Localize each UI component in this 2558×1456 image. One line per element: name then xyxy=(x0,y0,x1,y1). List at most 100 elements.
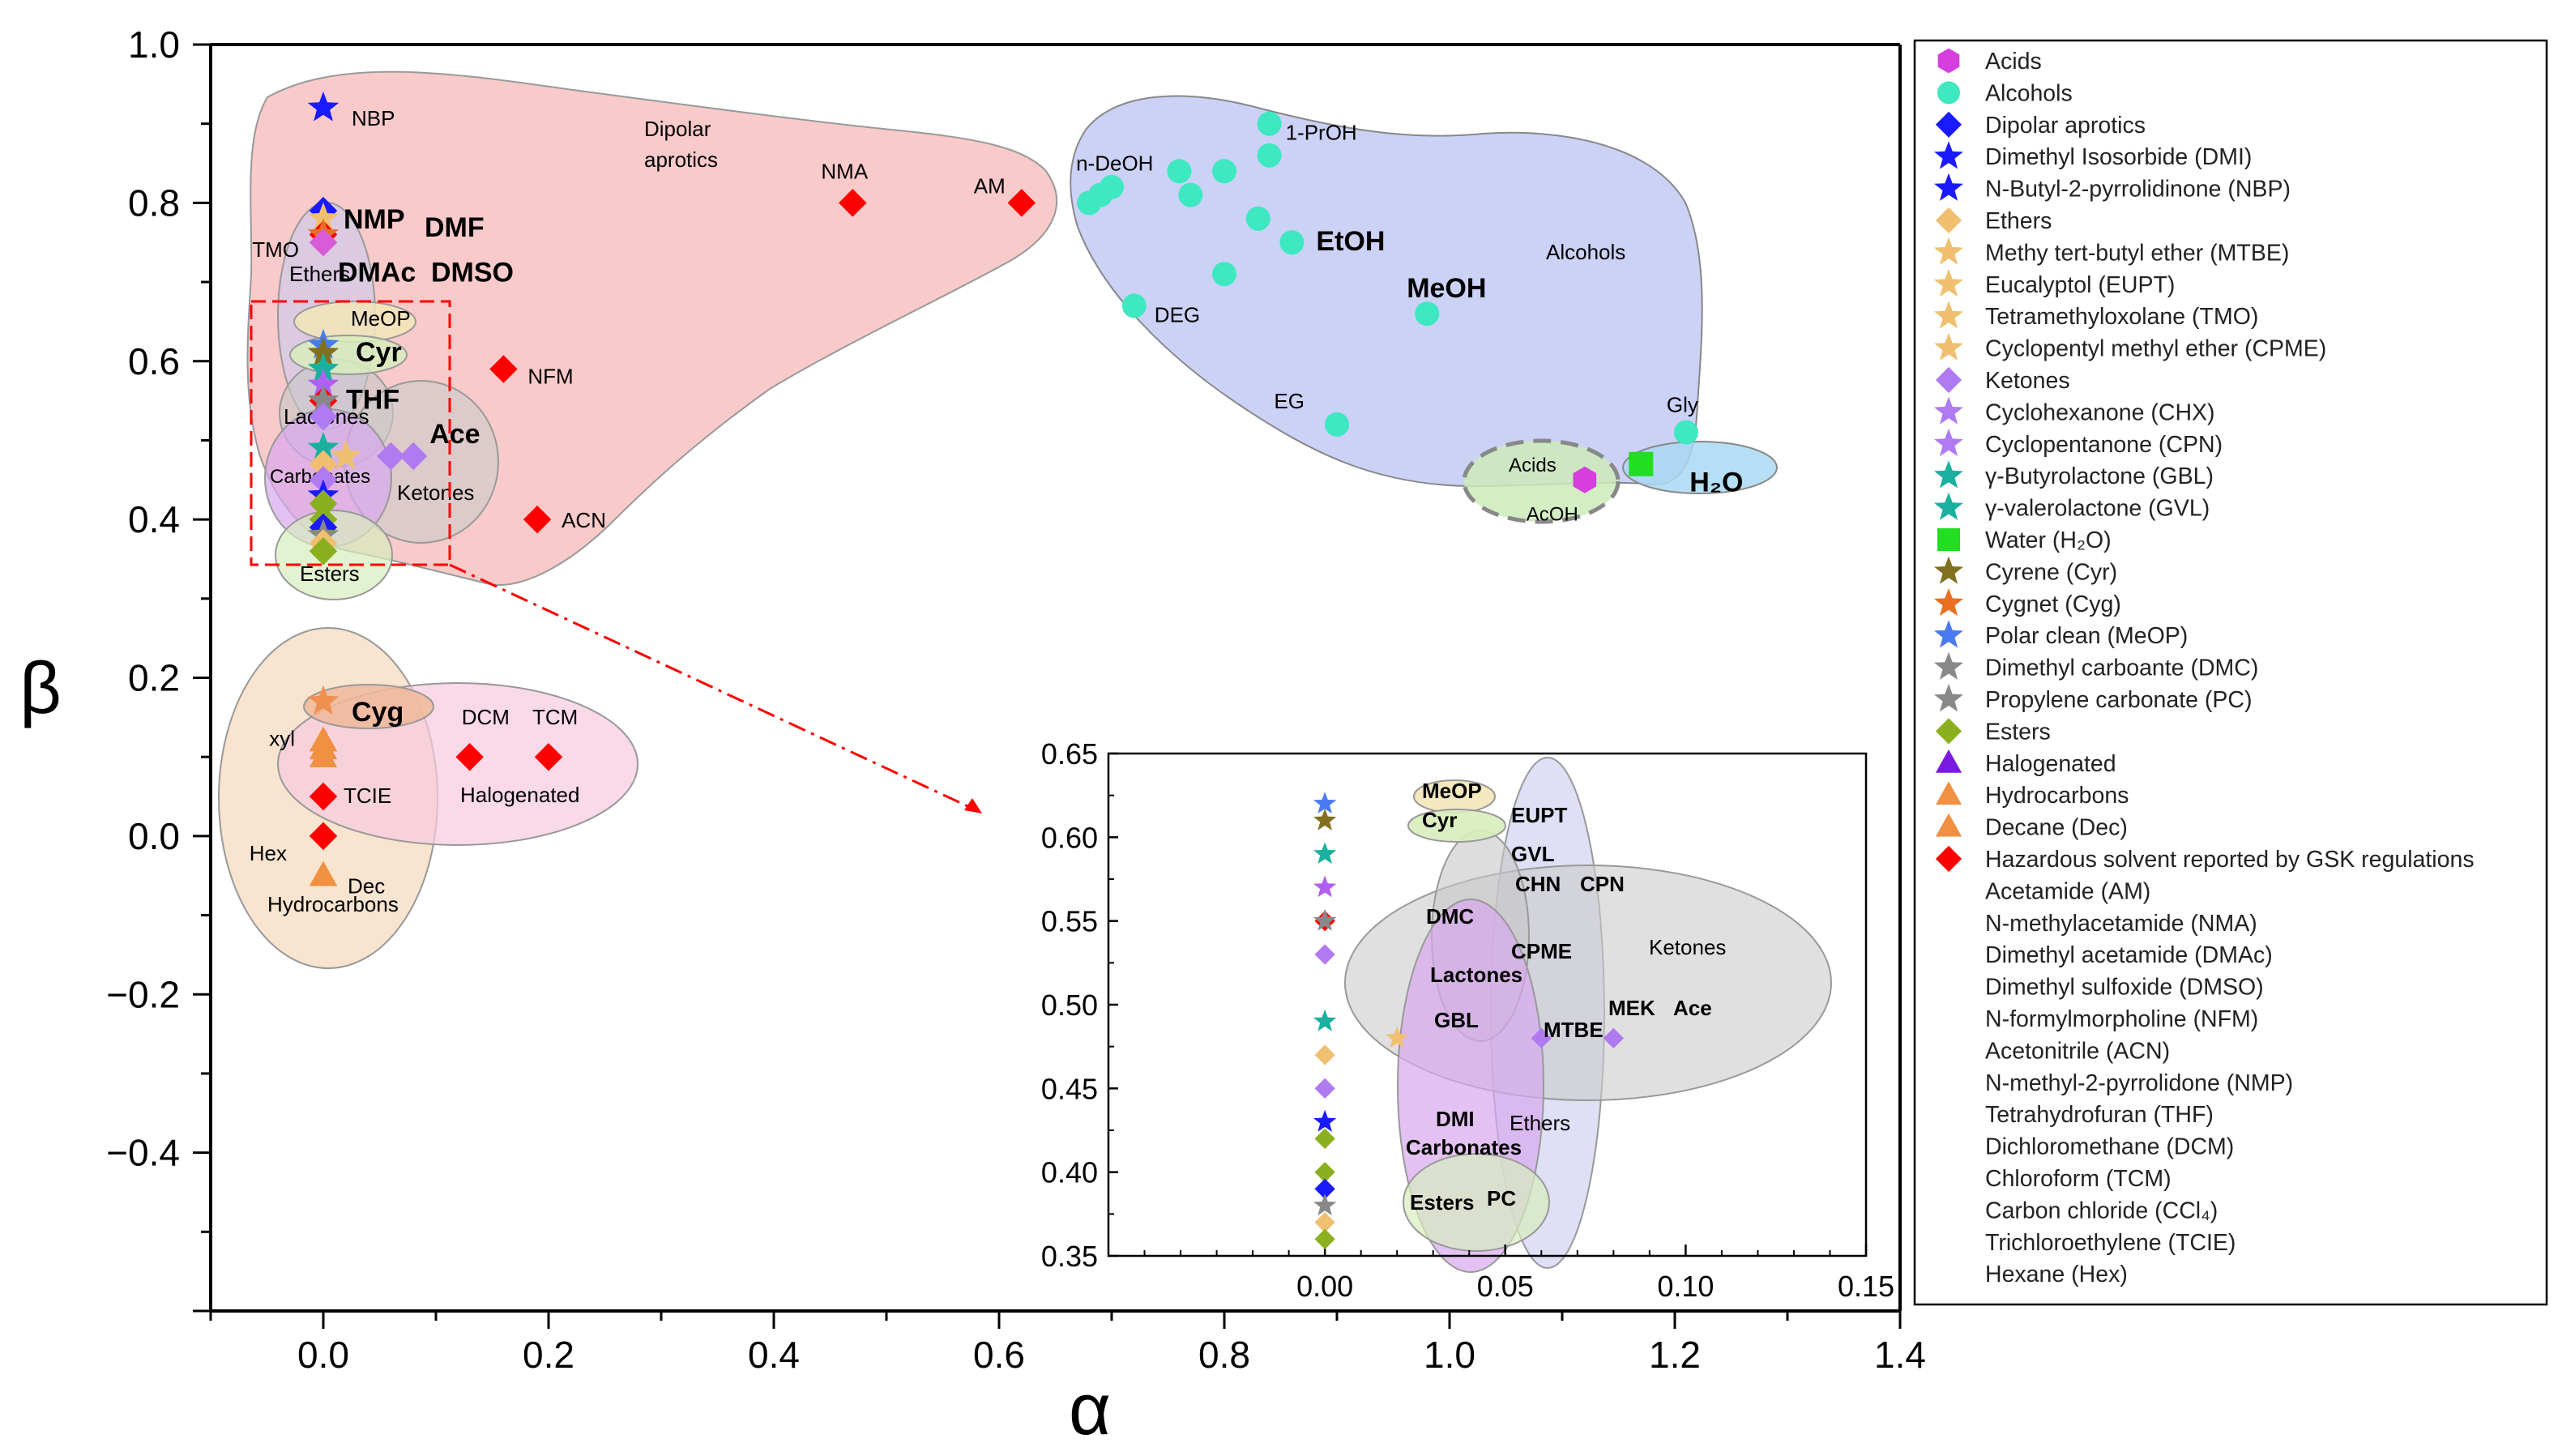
legend-label: Hazardous solvent reported by GSK regula… xyxy=(1985,847,2475,873)
legend-marker xyxy=(1934,268,1963,297)
legend-label: Propylene carbonate (PC) xyxy=(1985,687,2253,713)
legend: Acids Alcohols Dipolar aprotics Dimethyl Is… xyxy=(1913,39,2548,1306)
point-eg xyxy=(1325,412,1349,437)
point-acoh xyxy=(1573,466,1597,493)
x-tick-label: 0.6 xyxy=(973,1334,1025,1376)
point-label: NBP xyxy=(352,106,395,130)
point-ester xyxy=(309,489,338,518)
inset-label: DMC xyxy=(1426,904,1474,929)
legend-label: N-methyl-2-pyrrolidone (NMP) xyxy=(1985,1070,2293,1096)
inset-label: GBL xyxy=(1434,1008,1479,1032)
inset-plot: 0.65 0.60 0.55 0.50 0.45 0.40 0.35 0.00 0.05 0.1… xyxy=(1041,737,1894,1303)
region-esters xyxy=(275,510,393,600)
legend-marker xyxy=(1934,428,1963,457)
point-label: 1-PrOH xyxy=(1286,121,1357,145)
legend-marker xyxy=(1934,301,1963,329)
inset-label: Carbonates xyxy=(1406,1135,1522,1159)
main-points: NBP NMP DMF DMAc DMSO TMO NMA AM NFM ACN Cyr THF Ace… xyxy=(250,91,1743,899)
point-label: ACN xyxy=(562,508,606,532)
inset-label: DMI xyxy=(1436,1107,1475,1131)
legend-label: Alcohols xyxy=(1985,80,2073,106)
region-label: Halogenated xyxy=(460,783,579,807)
inset-point-gbl xyxy=(1313,1009,1337,1031)
point-label: NMA xyxy=(821,159,868,183)
legend-label: Hydrocarbons xyxy=(1985,783,2129,809)
inset-y-tick-label: 0.40 xyxy=(1041,1156,1098,1189)
region-h2o xyxy=(1622,441,1778,494)
point-label: DEG xyxy=(1155,302,1200,327)
legend-marker xyxy=(1935,813,1962,837)
legend-label: Polar clean (MeOP) xyxy=(1985,623,2188,649)
legend-marker xyxy=(1934,332,1963,361)
point-nfm xyxy=(489,355,518,383)
point-label: TCIE xyxy=(344,784,391,808)
legend-label: Halogenated xyxy=(1985,751,2116,777)
point-deg xyxy=(1121,293,1147,318)
legend-marker xyxy=(1934,587,1963,617)
legend-marker xyxy=(1935,111,1962,138)
point-label: Gly xyxy=(1667,393,1698,417)
inset-x-tick-label: 0.05 xyxy=(1477,1270,1534,1303)
inset-label: Cyr xyxy=(1422,808,1457,832)
legend-label: Tetrahydrofuran (THF) xyxy=(1985,1102,2214,1128)
point-am xyxy=(1007,189,1036,217)
legend-label: Ethers xyxy=(1985,208,2052,234)
point-ace xyxy=(399,442,428,471)
point-label: Cyg xyxy=(352,697,404,728)
point-label: H₂O xyxy=(1689,468,1743,498)
inset-point-meop xyxy=(1313,792,1337,813)
point-label: xyl xyxy=(269,727,295,751)
legend-marker xyxy=(1934,237,1963,265)
zoom-arrow xyxy=(449,563,977,812)
point-1-proh xyxy=(1257,111,1282,136)
x-tick-label: 0.2 xyxy=(523,1334,574,1376)
inset-label: CPN xyxy=(1580,872,1625,896)
legend-box xyxy=(1913,39,2548,1306)
legend-marker xyxy=(1935,845,1962,873)
legend-label: Eucalyptol (EUPT) xyxy=(1985,272,2175,298)
inset-label: Ketones xyxy=(1649,935,1726,959)
region-label: aprotics xyxy=(644,147,718,172)
main-y-ticks: 1.0 0.8 0.6 0.4 0.2 0.0 −0.2 −0.4 xyxy=(106,23,211,1313)
point-mek xyxy=(377,442,405,471)
region-label: Hydrocarbons xyxy=(267,892,399,916)
point-unlabeled xyxy=(1077,190,1102,216)
legend-label: Acetamide (AM) xyxy=(1985,878,2150,904)
y-tick-label: −0.2 xyxy=(106,973,180,1015)
point-unlabeled xyxy=(1212,159,1236,184)
region-label: Alcohols xyxy=(1546,240,1625,264)
point-tcm xyxy=(534,742,563,771)
point-label: n-DeOH xyxy=(1076,152,1153,176)
legend-marker xyxy=(1934,460,1963,489)
point-label: NFM xyxy=(527,365,573,389)
inset-y-tick-label: 0.60 xyxy=(1041,821,1098,854)
legend-label: Dimethyl sulfoxide (DMSO) xyxy=(1985,975,2264,1001)
legend-label: N-methylacetamide (NMA) xyxy=(1985,911,2257,937)
point-nma xyxy=(839,189,867,217)
inset-label: Esters xyxy=(1410,1190,1475,1215)
point-label: TMO xyxy=(252,237,299,262)
legend-label: Cygnet (Cyg) xyxy=(1985,591,2121,617)
legend-marker xyxy=(1934,556,1963,584)
legend-marker xyxy=(1934,141,1963,169)
inset-point-dipolar xyxy=(1314,1178,1335,1199)
point-label: EtOH xyxy=(1316,226,1385,257)
point-unlabeled xyxy=(1178,182,1203,207)
y-tick-label: 1.0 xyxy=(128,23,180,66)
main-x-ticks: 0.0 0.2 0.4 0.6 0.8 1.0 1.2 1.4 xyxy=(209,1311,1926,1376)
inset-x-ticks: 0.00 0.05 0.10 0.15 xyxy=(1143,1245,1894,1303)
point-ether xyxy=(309,450,338,478)
x-tick-label: 1.0 xyxy=(1424,1334,1475,1376)
point-dcm xyxy=(455,742,484,771)
inset-point-ether2 xyxy=(1314,1212,1335,1233)
point-cyclohexanone xyxy=(309,402,338,431)
inset-y-tick-label: 0.65 xyxy=(1041,737,1098,771)
legend-label: N-Butyl-2-pyrrolidinone (NBP) xyxy=(1985,177,2291,203)
y-tick-label: 0.4 xyxy=(128,498,180,540)
region-labels: Dipolar aprotics Alcohols Hydrocarbons Halog… xyxy=(267,117,1625,916)
inset-x-tick-label: 0.15 xyxy=(1838,1270,1894,1303)
legend-label: Esters xyxy=(1985,719,2051,745)
legend-label: Methy tert-butyl ether (MTBE) xyxy=(1985,240,2289,266)
inset-point-dmc xyxy=(1313,908,1337,931)
legend-label: Trichloroethylene (TCIE) xyxy=(1985,1230,2236,1256)
